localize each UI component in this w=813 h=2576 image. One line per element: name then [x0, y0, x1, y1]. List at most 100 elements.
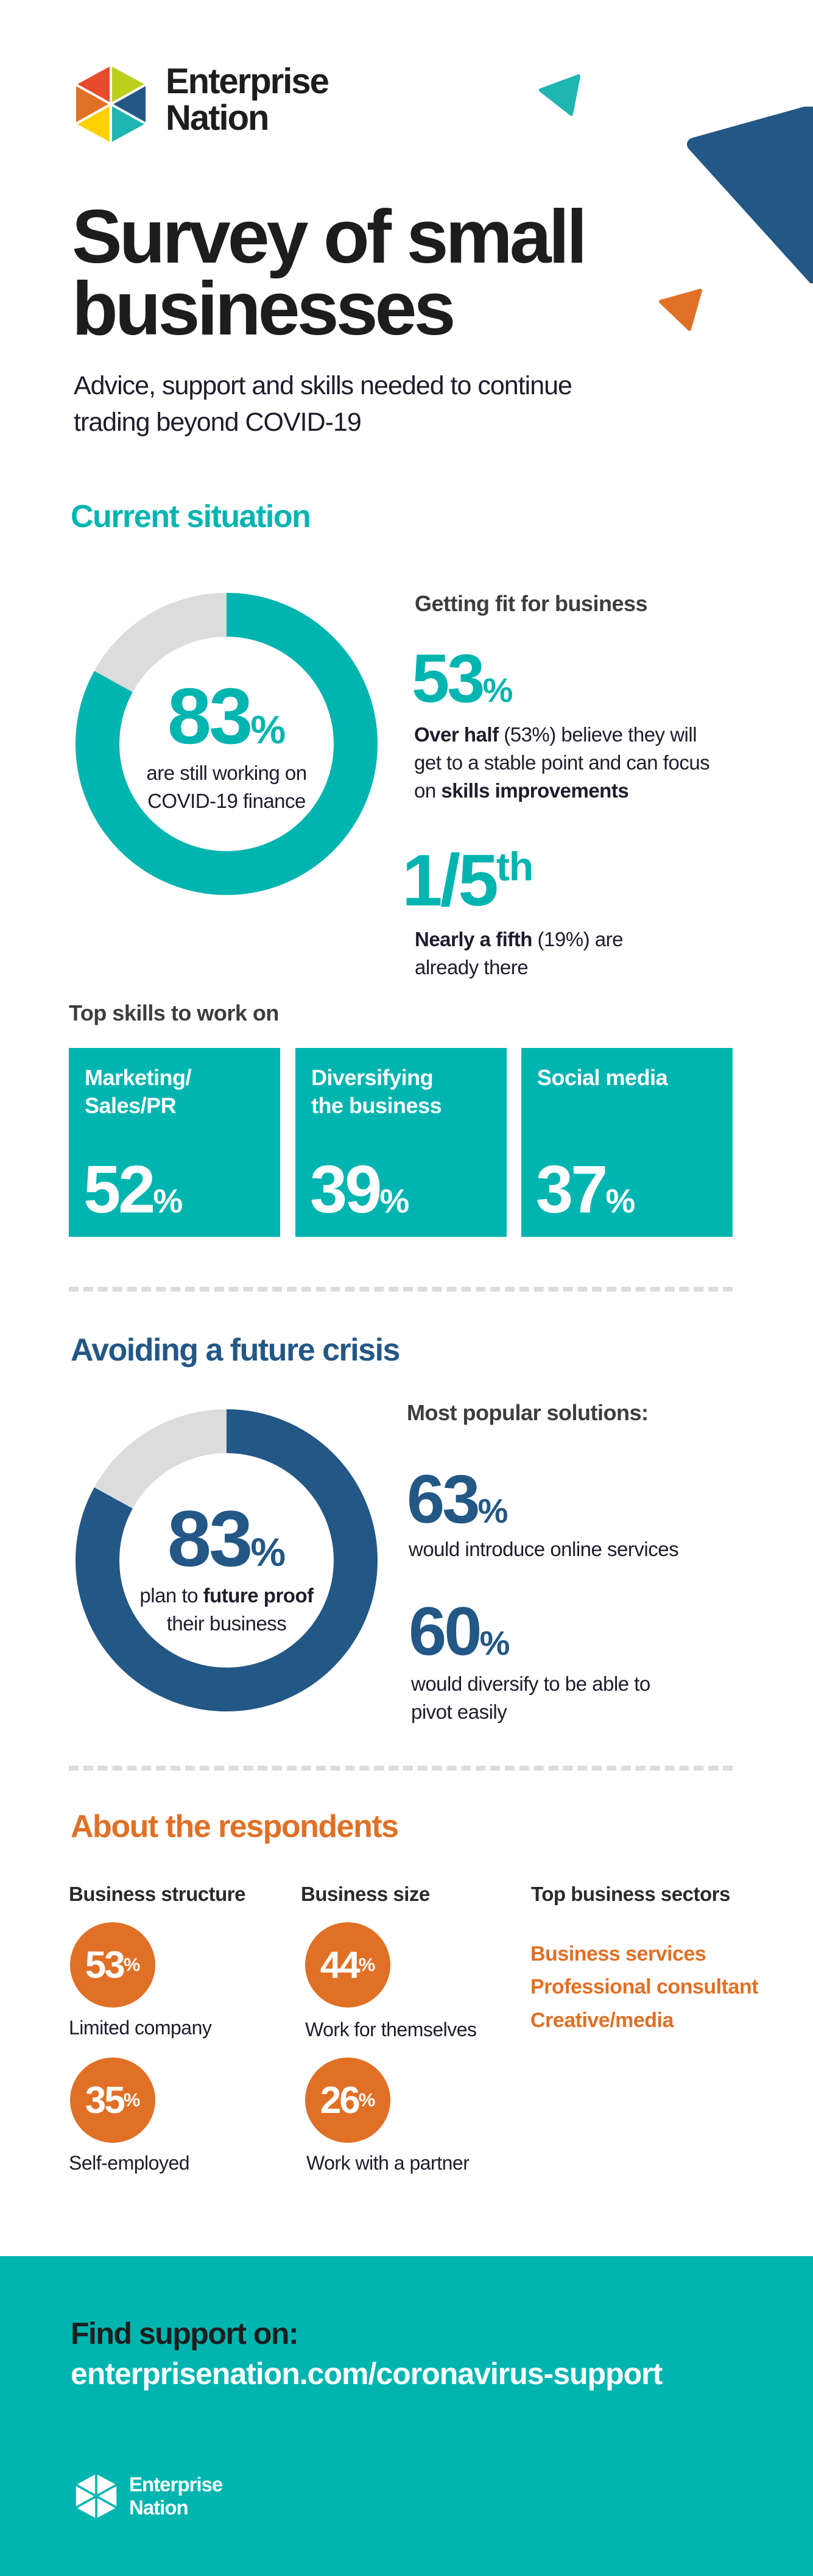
section-heading-current-situation: Current situation — [71, 499, 311, 534]
footer-brand-name: Enterprise Nation — [129, 2473, 223, 2519]
superscript: th — [496, 844, 533, 889]
value: 39 — [310, 1152, 382, 1227]
sector-item: Business services — [530, 1942, 706, 1966]
unit: % — [250, 707, 286, 752]
sector-item: Creative/media — [530, 2009, 674, 2032]
donut-current-value: 83% — [105, 676, 348, 755]
text: (53%) believe they will — [498, 723, 697, 746]
line: Enterprise — [129, 2473, 223, 2496]
value: 35 — [85, 2079, 125, 2121]
text: pivot easily — [411, 1700, 507, 1723]
unit: % — [379, 1182, 410, 1220]
subtitle-line2: trading beyond COVID-19 — [74, 408, 362, 437]
line: the business — [311, 1093, 442, 1118]
subtitle: Advice, support and skills needed to con… — [74, 367, 572, 441]
solution-value: 60% — [409, 1598, 510, 1666]
text: plan to — [139, 1584, 203, 1607]
donut-crisis-center: 83% plan to future proof their business — [105, 1499, 348, 1638]
section-divider — [69, 1766, 733, 1771]
business-structure-heading: Business structure — [69, 1883, 245, 1905]
skill-value: 39% — [310, 1156, 409, 1223]
brand-name-line1: Enterprise — [166, 62, 329, 101]
value: 83 — [167, 671, 253, 760]
unit: % — [479, 1624, 510, 1662]
skill-card: Marketing/Sales/PR 52% — [69, 1048, 280, 1237]
bold: Nearly a fifth — [415, 928, 532, 950]
donut-crisis-caption: plan to future proof their business — [105, 1582, 348, 1638]
subtitle-line1: Advice, support and skills needed to con… — [74, 371, 572, 400]
support-link[interactable]: enterprisenation.com/coronavirus-support — [71, 2357, 663, 2391]
stat-label: Work with a partner — [306, 2152, 470, 2174]
value: 44 — [320, 1944, 361, 1986]
unit: % — [358, 1954, 376, 1975]
solution-description: would diversify to be able to pivot easil… — [411, 1670, 650, 1726]
brand-name: Enterprise Nation — [166, 62, 329, 138]
value: 52 — [83, 1152, 155, 1227]
bold: future proof — [203, 1584, 314, 1607]
donut-value-arc — [76, 1409, 378, 1711]
solution-value: 63% — [407, 1465, 508, 1534]
donut-value-arc — [76, 593, 378, 895]
stat-label: Self-employed — [69, 2152, 190, 2174]
footer: Find support on: enterprisenation.com/co… — [0, 2256, 813, 2576]
donut-chart-current — [76, 593, 378, 895]
solutions-heading: Most popular solutions: — [407, 1400, 649, 1425]
unit: % — [358, 2089, 376, 2111]
value: 37 — [536, 1152, 608, 1227]
title-line1: Survey of small — [72, 195, 588, 279]
donut-current-caption: are still working on COVID-19 finance — [105, 759, 348, 815]
sectors-heading: Top business sectors — [531, 1883, 730, 1905]
unit: % — [482, 671, 513, 709]
orange-triangle-decoration — [659, 289, 702, 331]
sector-item: Professional consultant — [530, 1975, 758, 1998]
skill-label: Social media — [537, 1064, 668, 1092]
unit: % — [123, 1954, 141, 1975]
line: Diversifying — [311, 1065, 434, 1090]
value: 60 — [409, 1593, 482, 1669]
stat-circle: 44% — [305, 1922, 390, 2008]
top-skills-heading: Top skills to work on — [69, 1000, 279, 1025]
page-title: Survey of small businesses — [72, 195, 588, 351]
stat-53-description: Over half (53%) believe they will get to… — [414, 721, 710, 805]
footer-logo-icon — [75, 2472, 118, 2520]
stat-53-value: 53% — [412, 645, 513, 713]
unit: % — [123, 2089, 141, 2111]
title-line2: businesses — [72, 267, 456, 351]
unit: % — [605, 1182, 636, 1220]
stat-circle: 26% — [305, 2058, 390, 2143]
bold: Over half — [414, 723, 499, 746]
stat-circle: 35% — [70, 2058, 155, 2143]
line: Nation — [129, 2496, 189, 2519]
skill-label: Diversifying the business — [311, 1064, 442, 1120]
donut-chart-crisis — [76, 1409, 378, 1711]
skill-label: Marketing/Sales/PR — [85, 1064, 192, 1120]
solution-description: would introduce online services — [409, 1535, 679, 1563]
skill-value: 37% — [536, 1156, 635, 1223]
text: on — [414, 779, 442, 802]
line: Sales/PR — [85, 1093, 177, 1118]
unit: % — [153, 1182, 183, 1220]
teal-triangle-decoration — [539, 74, 580, 116]
text: get to a stable point and can focus — [414, 751, 710, 774]
skill-value: 52% — [83, 1156, 183, 1223]
stat-fifth-description: Nearly a fifth (19%) are already there — [415, 925, 623, 982]
brand-name-line2: Nation — [166, 98, 269, 138]
text: would diversify to be able to — [411, 1672, 650, 1695]
section-heading-future-crisis: Avoiding a future crisis — [71, 1332, 400, 1368]
text: (19%) are — [532, 928, 624, 950]
line: Marketing/ — [85, 1065, 192, 1090]
text: their business — [166, 1612, 287, 1635]
unit: % — [477, 1491, 509, 1530]
line: Social media — [537, 1065, 668, 1090]
caption-line1: are still working on — [146, 762, 307, 784]
donut-crisis-value: 83% — [105, 1499, 348, 1578]
blue-triangle-decoration — [687, 107, 813, 283]
skill-card: Diversifying the business 39% — [295, 1048, 507, 1237]
stat-fifth-value: 1/5th — [402, 844, 533, 917]
footer-cta: Find support on: — [71, 2316, 299, 2351]
unit: % — [250, 1530, 286, 1574]
stat-label: Limited company — [69, 2017, 212, 2039]
donut-current-center: 83% are still working on COVID-19 financ… — [105, 676, 348, 815]
business-size-heading: Business size — [301, 1883, 430, 1905]
value: 63 — [407, 1461, 480, 1537]
